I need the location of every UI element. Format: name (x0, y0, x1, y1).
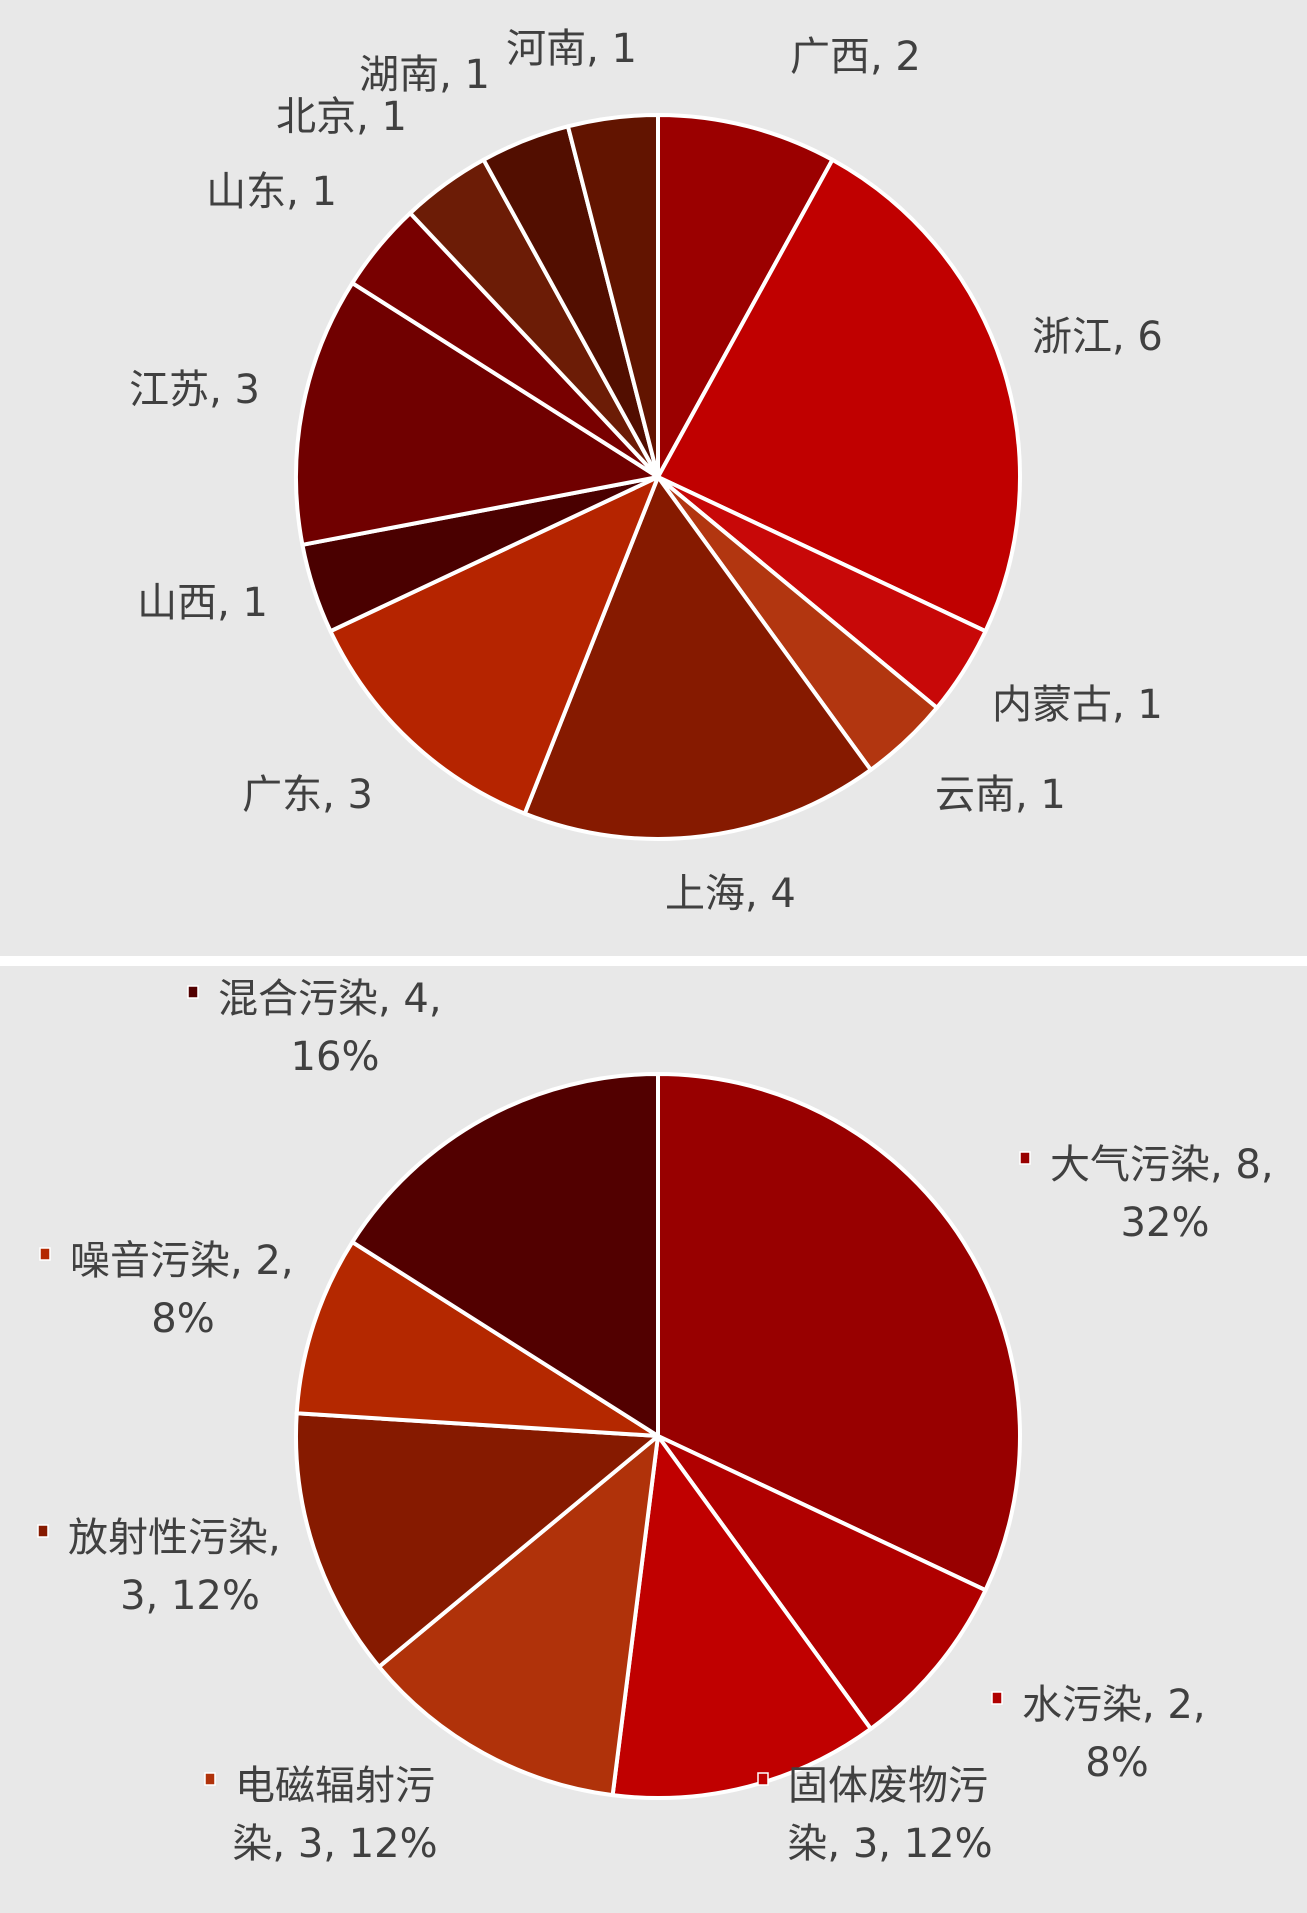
slice-label-10: 北京, 1 (276, 94, 407, 140)
slice-label-6: 广东, 3 (242, 772, 373, 818)
pie-slice-2 (656, 157, 1022, 634)
legend-marker-2 (991, 1691, 1003, 1705)
slice-label-1: 大气污染, 8, 32% (1050, 1142, 1274, 1246)
pie-slice-4 (377, 1434, 660, 1798)
pie-slice-12 (565, 113, 660, 479)
pie-slice-6 (294, 1240, 660, 1438)
legend-marker-4 (204, 1772, 216, 1786)
pie-slice-8 (294, 281, 660, 547)
region-pie-panel: 广西, 2 浙江, 6 内蒙古, 1 云南, 1 上海, 4 广东, 3 山西, 1 江苏, … (0, 0, 1307, 956)
pie-slice-5 (522, 475, 873, 841)
pie-slice-1 (656, 1072, 1022, 1593)
slice-label-1: 广西, 2 (790, 34, 921, 80)
slice-label-6: 噪音污染, 2, 8% (70, 1238, 294, 1342)
slice-label-7: 混合污染, 4, 16% (218, 976, 442, 1080)
pie-slices (294, 1072, 1022, 1801)
pie-slice-2 (656, 1434, 988, 1731)
pie-slice-5 (294, 1411, 660, 1669)
slice-label-5: 放射性污染, 3, 12% (68, 1515, 281, 1619)
slice-label-3: 内蒙古, 1 (992, 682, 1163, 728)
slice-label-4: 电磁辐射污染, 3, 12% (232, 1763, 437, 1867)
slice-label-8: 江苏, 3 (129, 367, 260, 413)
legend-marker-7 (187, 985, 199, 999)
legend-marker-6 (39, 1247, 51, 1261)
pollution-pie-panel: 大气污染, 8, 32% 水污染, 2, 8% 固体废物污染, 3, 12% 电磁辐射污染… (0, 966, 1307, 1913)
slice-label-9: 山东, 1 (206, 169, 337, 215)
legend-marker-3 (757, 1772, 769, 1786)
slice-label-4: 云南, 1 (935, 772, 1066, 818)
pie-slice-3 (610, 1434, 873, 1801)
slice-label-7: 山西, 1 (137, 580, 268, 626)
pie-slice-6 (328, 475, 660, 816)
slice-label-2: 水污染, 2, 8% (1022, 1682, 1206, 1786)
slice-label-2: 浙江, 6 (1032, 314, 1163, 360)
region-pie-chart: 广西, 2 浙江, 6 内蒙古, 1 云南, 1 上海, 4 广东, 3 山西, 1 江苏, … (129, 26, 1163, 917)
pie-slice-1 (656, 113, 835, 479)
pie-slices (294, 113, 1022, 841)
legend-marker-1 (1019, 1151, 1031, 1165)
pollution-pie-chart: 大气污染, 8, 32% 水污染, 2, 8% 固体废物污染, 3, 12% 电磁辐射污染… (37, 976, 1274, 1867)
slice-label-3: 固体废物污染, 3, 12% (787, 1763, 992, 1867)
slice-label-5: 上海, 4 (665, 871, 796, 917)
legend-marker-5 (37, 1524, 49, 1538)
pie-slice-7 (350, 1072, 660, 1438)
slice-label-12: 河南, 1 (506, 26, 637, 72)
slice-label-11: 湖南, 1 (359, 52, 490, 98)
